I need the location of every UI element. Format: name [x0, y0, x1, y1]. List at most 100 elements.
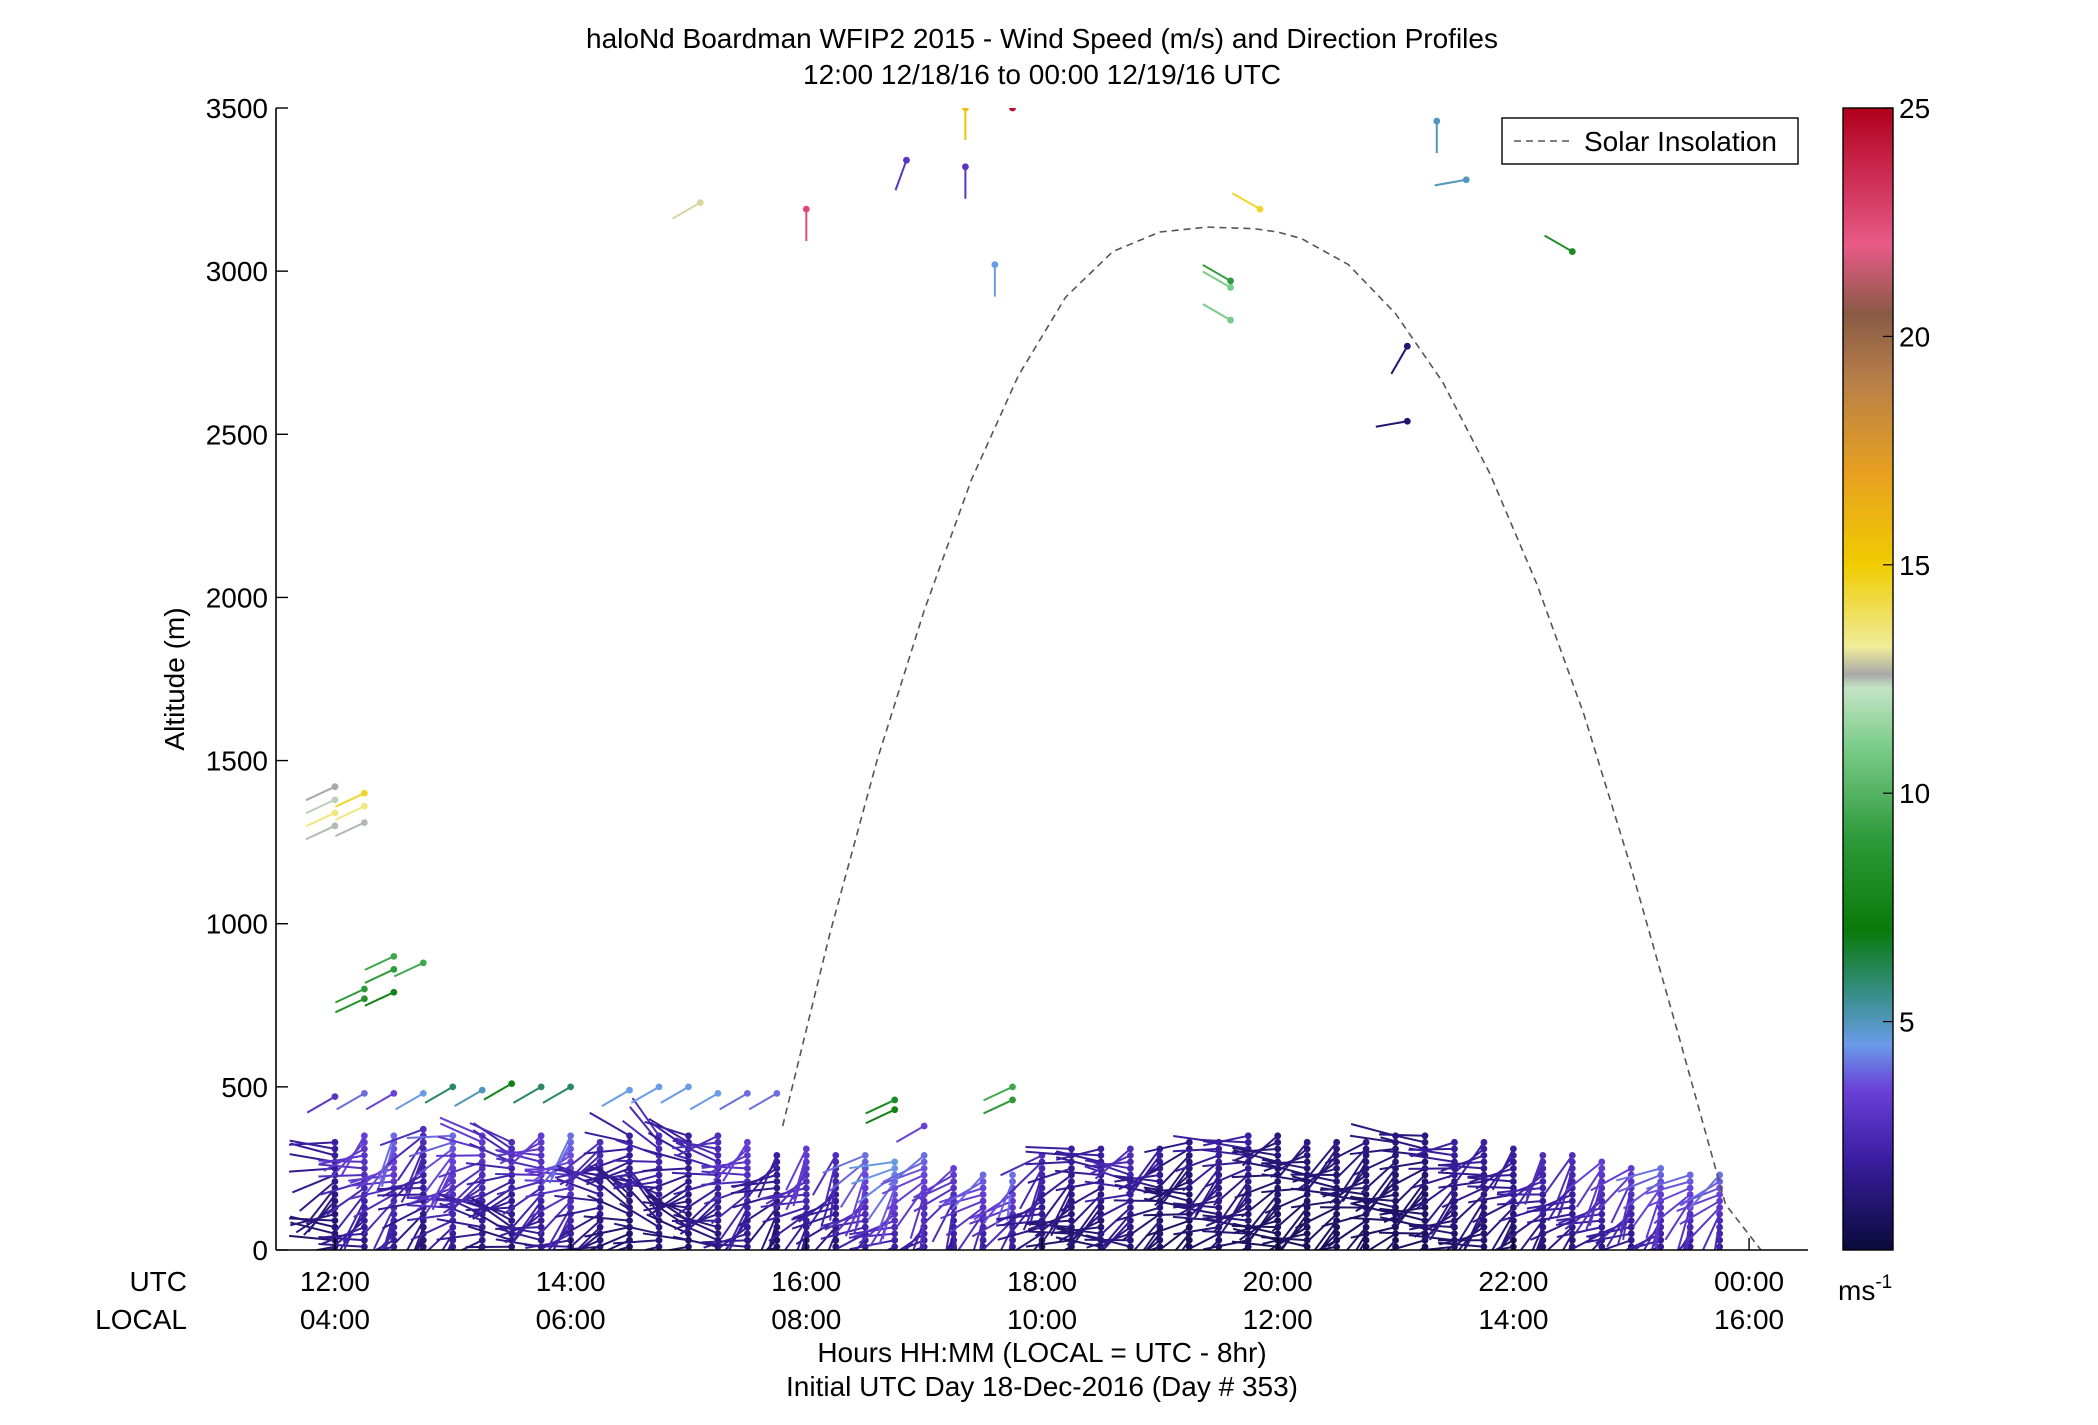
- wind-barb-dot: [891, 1158, 899, 1166]
- wind-barb-elevated: [895, 1125, 925, 1143]
- wind-barb-elevated: [305, 824, 336, 841]
- colorbar: 5 10 15 20 25 ms-1: [1838, 93, 1930, 1306]
- wind-barb: [1280, 1213, 1308, 1250]
- x-tick-label-local: 06:00: [536, 1304, 606, 1335]
- wind-barb: [626, 1186, 660, 1222]
- wind-barb: [1262, 1232, 1308, 1245]
- wind-barb-dot: [478, 1217, 486, 1225]
- wind-barb-dot: [626, 1191, 633, 1198]
- wind-barb: [353, 1193, 395, 1218]
- wind-barb: [407, 1213, 453, 1222]
- wind-barb: [584, 1226, 630, 1238]
- x-axis-label-day: Initial UTC Day 18-Dec-2016 (Day # 353): [786, 1371, 1298, 1402]
- wind-barb-dot: [1009, 1204, 1016, 1211]
- wind-barb: [801, 1239, 808, 1250]
- wind-barb-elevated: [865, 1108, 896, 1125]
- wind-barb-dot: [596, 1138, 604, 1146]
- wind-barb: [833, 1240, 837, 1250]
- wind-barb-dot: [1303, 1223, 1311, 1231]
- wind-barb-dot: [390, 1197, 398, 1205]
- wind-barb: [577, 1232, 601, 1250]
- wind-barb-dot: [626, 1243, 633, 1250]
- wind-barb-elevated: [1231, 192, 1261, 211]
- wind-barb-dot: [743, 1138, 751, 1146]
- wind-barb-dot: [626, 1145, 633, 1153]
- wind-barb-dot: [360, 1151, 368, 1159]
- wind-barb: [320, 1180, 365, 1196]
- wind-barb-dot: [1539, 1151, 1547, 1159]
- wind-barb-elevated: [305, 811, 336, 828]
- wind-barb-elevated: [334, 805, 365, 821]
- x-tick-label-local: 04:00: [300, 1304, 370, 1335]
- wind-barb-dot: [1215, 1171, 1223, 1179]
- wind-barb: [1355, 1233, 1367, 1250]
- x-tick-label-local: 16:00: [1714, 1304, 1784, 1335]
- wind-barb: [1491, 1213, 1515, 1250]
- wind-barb-dot: [1362, 1151, 1370, 1159]
- wind-barb-elevated-dot: [903, 156, 910, 164]
- wind-barb: [1025, 1160, 1072, 1166]
- wind-barb: [1181, 1239, 1191, 1250]
- wind-barb: [469, 1142, 513, 1163]
- wind-barb: [1025, 1239, 1072, 1248]
- wind-barb-dot: [1657, 1236, 1665, 1244]
- wind-barb-dot: [449, 1145, 457, 1153]
- wind-barb: [722, 1141, 749, 1182]
- wind-barb-dot: [1568, 1210, 1576, 1218]
- wind-barb: [642, 1167, 689, 1173]
- wind-barb-dot: [1627, 1230, 1635, 1238]
- wind-barb-dot: [861, 1217, 869, 1225]
- wind-barb: [1716, 1239, 1721, 1250]
- wind-barb: [447, 1239, 454, 1250]
- wind-barb: [1088, 1154, 1131, 1176]
- wind-barb: [1114, 1173, 1160, 1183]
- wind-barb-dot: [1686, 1184, 1694, 1192]
- wind-barb-elevated: [1010, 108, 1013, 109]
- wind-barb-dot: [1509, 1165, 1517, 1172]
- wind-barb-dot: [743, 1158, 751, 1166]
- wind-barb-dot: [802, 1197, 810, 1205]
- wind-barb: [1177, 1193, 1220, 1216]
- wind-barb-dot: [1627, 1217, 1635, 1225]
- wind-barb-dot: [685, 1197, 692, 1205]
- wind-barb: [1144, 1141, 1190, 1154]
- wind-barb: [814, 1226, 837, 1250]
- wind-barb-dot: [331, 1138, 339, 1146]
- wind-barb-dot: [596, 1158, 604, 1166]
- wind-barb-elevated-dot: [773, 1089, 781, 1097]
- wind-barb-dot: [743, 1223, 751, 1231]
- wind-barb: [1645, 1174, 1691, 1190]
- wind-barb-dot: [1657, 1165, 1665, 1172]
- wind-barb: [1429, 1200, 1456, 1241]
- wind-barb-dot: [685, 1243, 692, 1250]
- wind-barb: [565, 1154, 601, 1187]
- wind-barb-dot: [478, 1184, 486, 1192]
- wind-barb: [495, 1226, 542, 1230]
- wind-barb: [1192, 1180, 1220, 1221]
- wind-barb: [1234, 1180, 1279, 1199]
- y-tick-label: 1500: [206, 746, 268, 777]
- wind-barb-elevated: [305, 785, 336, 802]
- wind-barb: [1173, 1200, 1219, 1209]
- wind-barb-dot: [331, 1191, 339, 1198]
- wind-barb-elevated-dot: [360, 802, 368, 810]
- wind-barb-dot: [1303, 1197, 1311, 1205]
- wind-barb: [762, 1206, 807, 1224]
- wind-barb: [1718, 1227, 1721, 1250]
- wind-barb: [318, 1173, 365, 1178]
- wind-barb: [318, 1154, 365, 1165]
- wind-barb-dot: [478, 1165, 486, 1172]
- wind-barb: [848, 1232, 895, 1239]
- wind-barb: [587, 1160, 630, 1183]
- wind-barb-dot: [1509, 1204, 1517, 1211]
- wind-barb: [417, 1245, 424, 1250]
- wind-barb: [382, 1213, 395, 1250]
- wind-barb: [728, 1213, 749, 1250]
- wind-barb-dot: [832, 1210, 840, 1218]
- wind-barb-elevated-dot: [802, 205, 810, 213]
- wind-barb: [585, 1154, 630, 1172]
- wind-barb-dot: [390, 1178, 398, 1185]
- wind-barb: [1430, 1194, 1456, 1235]
- wind-barb: [1202, 1213, 1249, 1220]
- wind-barb: [796, 1226, 808, 1250]
